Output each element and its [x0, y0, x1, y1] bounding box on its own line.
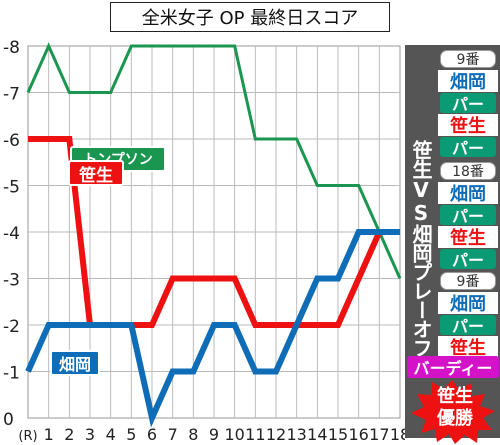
- player-name: 笹生: [438, 336, 498, 359]
- y-tick-label: -6: [3, 131, 20, 151]
- y-tick-label: -1: [3, 364, 20, 384]
- x-tick-label: 17: [369, 425, 389, 444]
- x-tick-label: 18: [390, 425, 405, 444]
- x-tick-label: 3: [85, 425, 95, 444]
- hole-result: パー: [440, 249, 496, 270]
- y-tick-label: -5: [3, 178, 20, 198]
- y-tick-label: 0: [3, 410, 14, 430]
- hole-result: パー: [440, 315, 496, 336]
- y-tick-label: -4: [3, 224, 20, 244]
- y-tick-label: -8: [3, 38, 20, 58]
- hole-result: パー: [440, 205, 496, 226]
- player-name: 畑岡: [438, 70, 498, 93]
- x-tick-label: 16: [348, 425, 368, 444]
- y-tick-label: -2: [3, 317, 20, 337]
- birdie-badge: バーディー: [407, 356, 499, 378]
- legend-hataoka: 畑岡: [50, 350, 100, 376]
- x-tick-label: 6: [147, 425, 157, 444]
- x-tick-label: 8: [188, 425, 198, 444]
- x-tick-label: 1: [44, 425, 54, 444]
- x-tick-label: 14: [307, 425, 327, 444]
- player-name: 笹生: [438, 226, 498, 249]
- player-name: 畑岡: [438, 182, 498, 205]
- y-tick-label: -3: [3, 271, 20, 291]
- score-chart: 0-1-2-3-4-5-6-7-8(R) 1 2 3 4 5 6 7 8 9 10 11 12 13 14 1…: [3, 38, 405, 444]
- x-tick-label: 9: [209, 425, 219, 444]
- player-name: 笹生: [438, 114, 498, 137]
- x-tick-label: 15: [328, 425, 348, 444]
- legend-hataoka-text: 畑岡: [58, 355, 91, 374]
- x-tick-label: 4: [106, 425, 116, 444]
- series-line-0: [26, 42, 402, 280]
- series-line-2: [25, 229, 400, 428]
- player-name: 畑岡: [438, 292, 498, 315]
- playoff-panel-3: 9番 畑岡 パー 笹生: [438, 272, 498, 359]
- chart-title: 全米女子 OP 最終日スコア: [110, 2, 390, 32]
- playoff-vs-label: 笹生VS畑岡プレーオフ: [409, 140, 433, 357]
- winner-burst: [411, 380, 495, 444]
- x-tick-label: 11: [245, 425, 265, 444]
- x-tick-label: (R): [18, 429, 37, 444]
- x-tick-label: 5: [126, 425, 136, 444]
- x-tick-label: 12: [266, 425, 286, 444]
- winner-burst-shape: [411, 380, 495, 444]
- hole-result: パー: [440, 137, 496, 158]
- x-tick-label: 7: [168, 425, 178, 444]
- x-tick-label: 10: [224, 425, 244, 444]
- winner-line-1: 笹生: [437, 386, 473, 407]
- winner-line-2: 優勝: [437, 408, 473, 429]
- hole-label: 9番: [440, 272, 496, 290]
- chart-title-text: 全米女子 OP 最終日スコア: [141, 8, 359, 29]
- hole-label: 9番: [440, 50, 496, 68]
- playoff-panel-2: 18番 畑岡 パー 笹生 パー: [438, 162, 498, 270]
- winner-label: 笹生 優勝: [420, 386, 490, 430]
- hole-label: 18番: [440, 162, 496, 180]
- x-tick-label: 13: [286, 425, 306, 444]
- legend-sasou-text: 笹生: [79, 165, 113, 186]
- y-tick-label: -7: [3, 85, 20, 105]
- x-tick-label: 2: [64, 425, 74, 444]
- legend-sasou: 笹生: [68, 160, 124, 186]
- playoff-panel-1: 9番 畑岡 パー 笹生 パー: [438, 50, 498, 158]
- hole-result: パー: [440, 93, 496, 114]
